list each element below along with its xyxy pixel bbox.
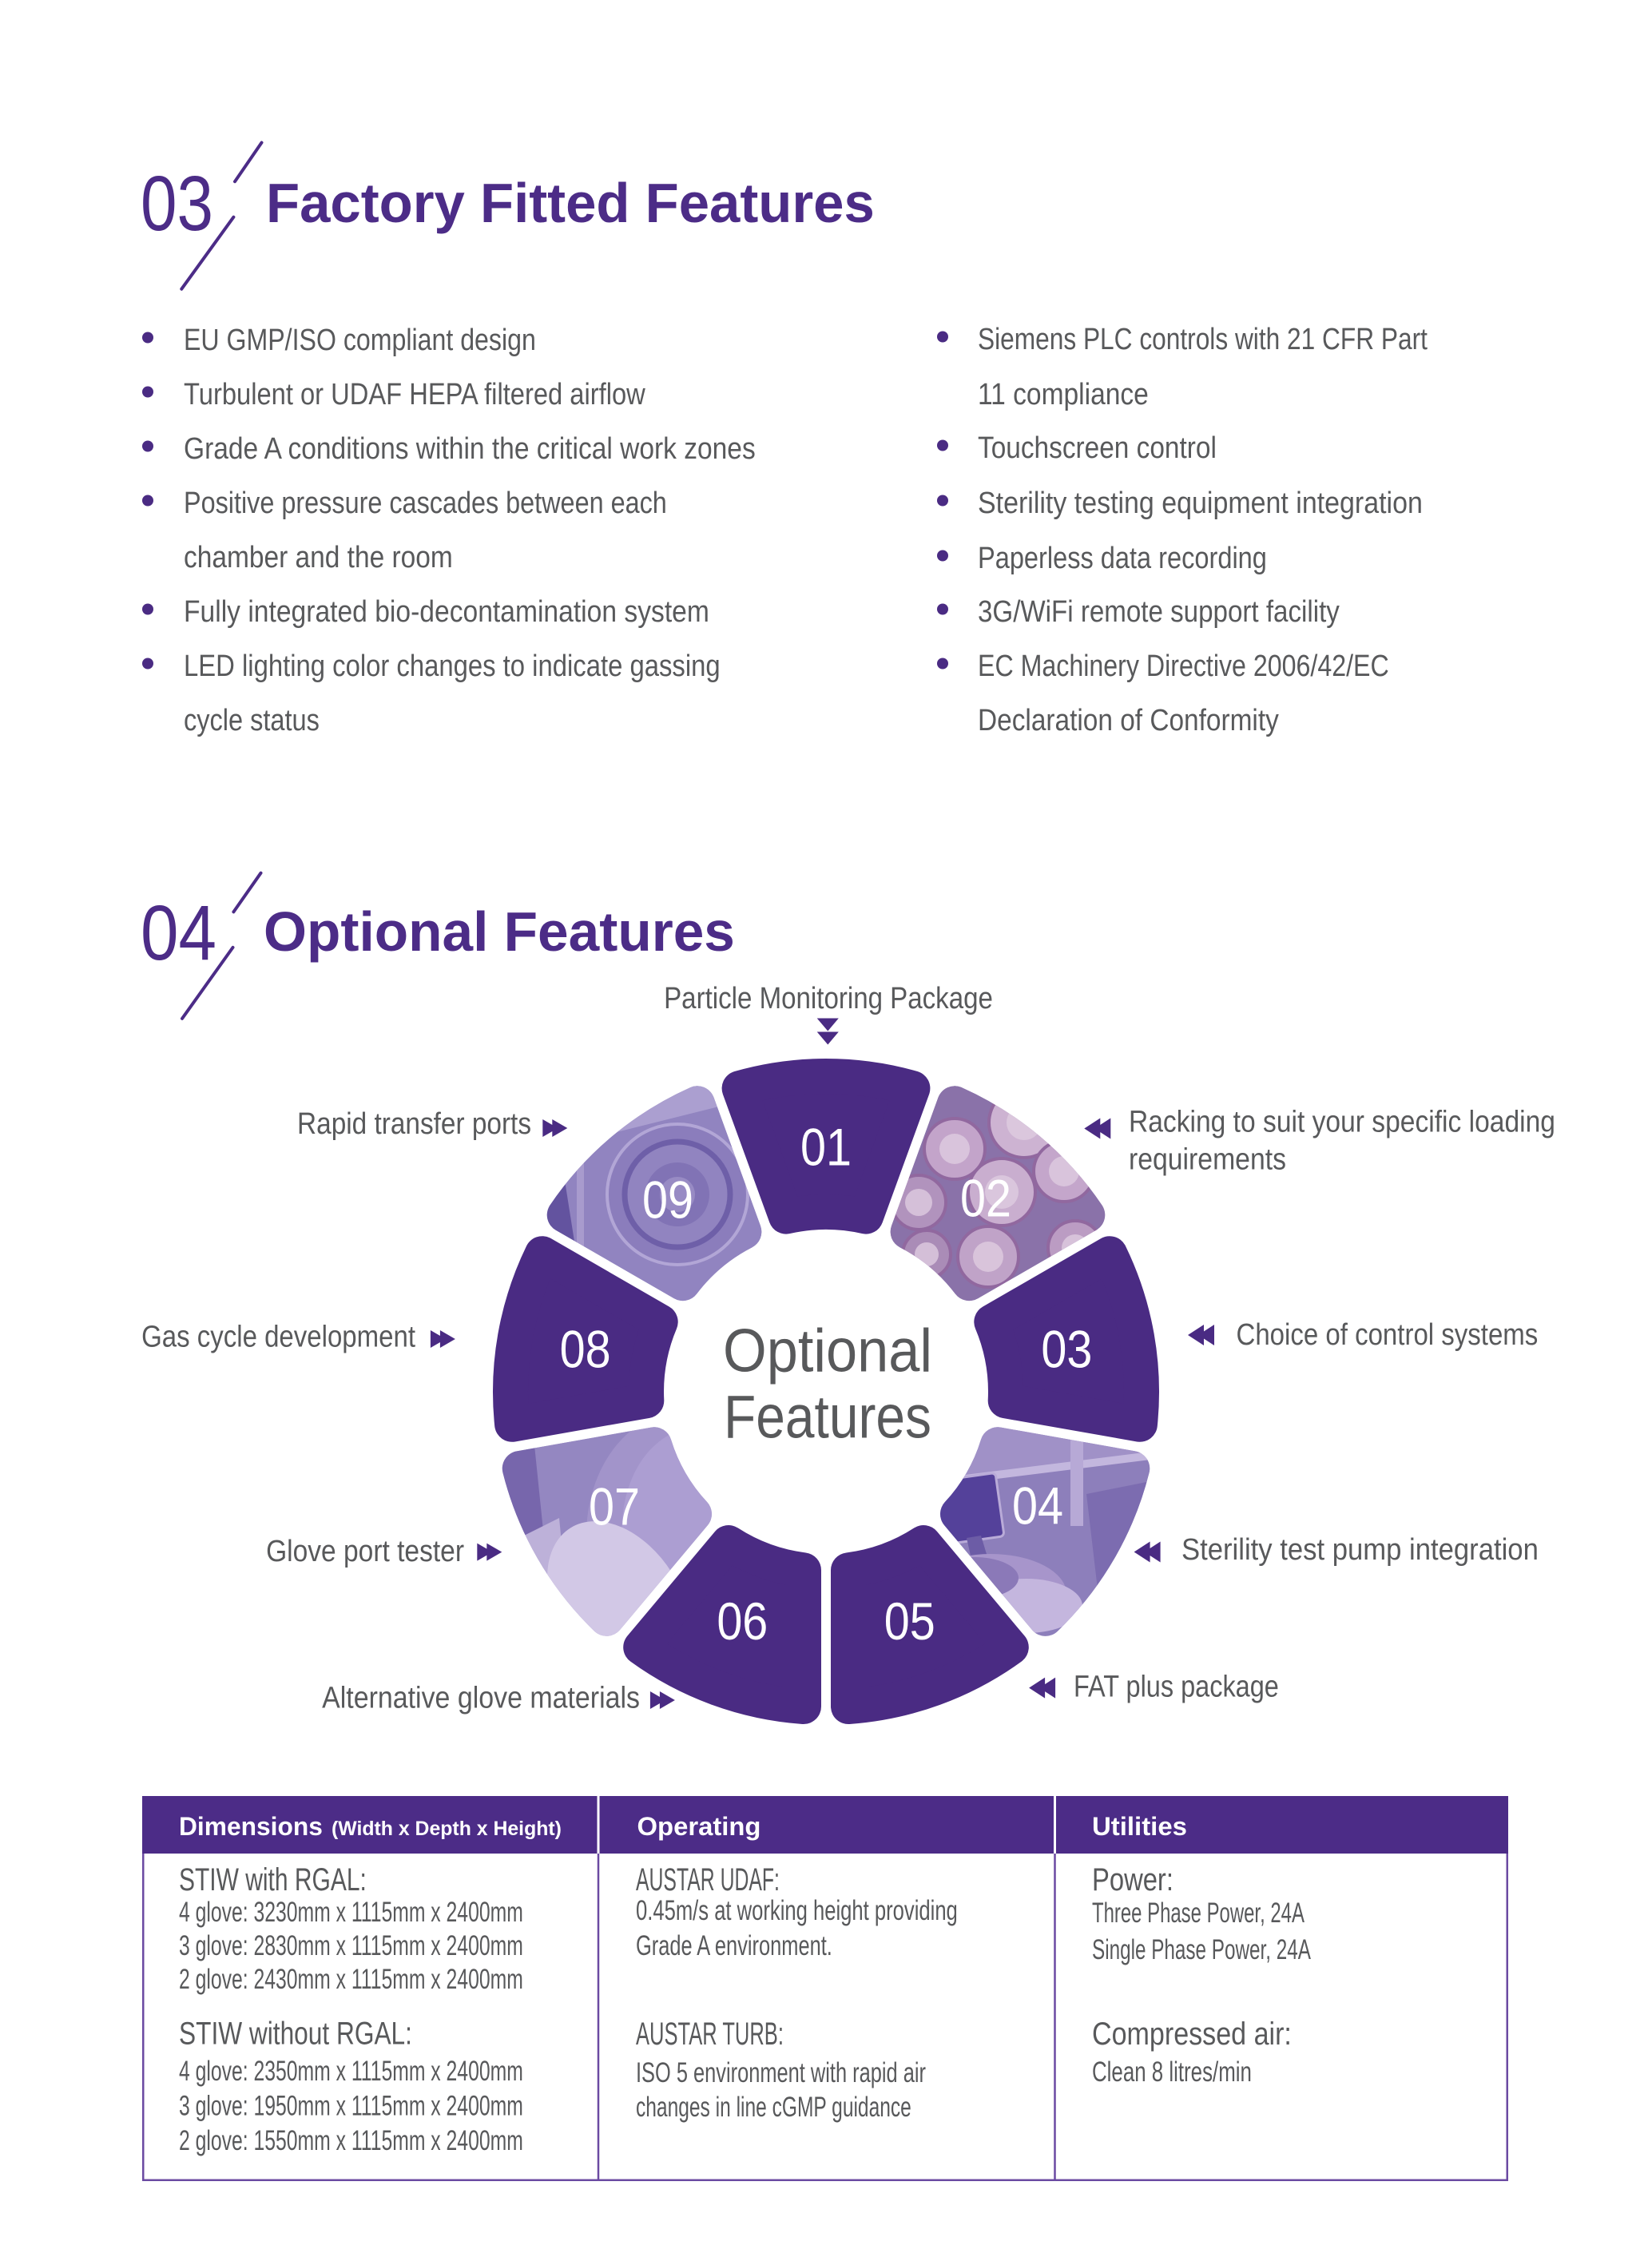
svg-text:Single Phase Power, 24A: Single Phase Power, 24A xyxy=(1092,1935,1312,1965)
svg-text:2 glove: 2430mm x 1115mm x 240: 2 glove: 2430mm x 1115mm x 2400mm xyxy=(179,1965,523,1995)
svg-text:AUSTAR UDAF:: AUSTAR UDAF: xyxy=(636,1862,780,1897)
svg-text:(Width x Depth x Height): (Width x Depth x Height) xyxy=(332,1818,562,1840)
svg-text:3G/WiFi remote support facilit: 3G/WiFi remote support facility xyxy=(978,594,1340,629)
svg-text:3 glove: 2830mm x 1115mm x 240: 3 glove: 2830mm x 1115mm x 2400mm xyxy=(179,1931,523,1961)
svg-text:Compressed air:: Compressed air: xyxy=(1092,2015,1292,2051)
svg-text:07: 07 xyxy=(589,1478,640,1537)
svg-text:Sterility test pump integrati: Sterility test pump integration xyxy=(1181,1532,1539,1566)
svg-text:chamber and the room: chamber and the room xyxy=(184,540,453,574)
svg-text:4 glove: 2350mm x 1115mm x 240: 4 glove: 2350mm x 1115mm x 2400mm xyxy=(179,2056,523,2087)
svg-text:EC Machinery Directive 2006/42: EC Machinery Directive 2006/42/EC xyxy=(978,650,1389,683)
svg-text:Clean 8 litres/min: Clean 8 litres/min xyxy=(1092,2056,1252,2088)
svg-text:Rapid transfer ports: Rapid transfer ports xyxy=(297,1107,531,1141)
svg-text:LED lighting color changes to: LED lighting color changes to indicate g… xyxy=(184,649,721,683)
svg-text:Alternative glove materials: Alternative glove materials xyxy=(322,1680,640,1715)
svg-text:Power:: Power: xyxy=(1092,1862,1173,1897)
svg-text:11 compliance: 11 compliance xyxy=(978,377,1149,411)
svg-text:ISO 5 environment with rapid a: ISO 5 environment with rapid air xyxy=(636,2057,926,2088)
svg-text:09: 09 xyxy=(642,1171,693,1230)
svg-text:Utilities: Utilities xyxy=(1092,1812,1187,1840)
svg-text:Fully integrated bio-decontami: Fully integrated bio-decontamination sys… xyxy=(184,594,709,628)
svg-text:Particle Monitoring Package: Particle Monitoring Package xyxy=(664,981,993,1015)
svg-text:Optional Features: Optional Features xyxy=(264,900,735,963)
svg-text:Three Phase Power, 24A: Three Phase Power, 24A xyxy=(1092,1898,1305,1929)
svg-text:Gas cycle development: Gas cycle development xyxy=(141,1319,415,1353)
svg-text:Glove port tester: Glove port tester xyxy=(266,1534,464,1568)
svg-text:Racking to suit your specific: Racking to suit your specific loading xyxy=(1129,1105,1555,1138)
svg-text:Dimensions: Dimensions xyxy=(179,1812,323,1841)
svg-text:Grade A environment.: Grade A environment. xyxy=(636,1930,832,1961)
svg-text:STIW with RGAL:: STIW with RGAL: xyxy=(179,1862,367,1897)
svg-text:04: 04 xyxy=(1012,1477,1063,1536)
svg-text:requirements: requirements xyxy=(1129,1142,1286,1176)
svg-text:3 glove: 1950mm x 1115mm x 240: 3 glove: 1950mm x 1115mm x 2400mm xyxy=(179,2091,523,2121)
svg-text:Grade A conditions within the: Grade A conditions within the critical w… xyxy=(184,431,756,465)
svg-text:Optional: Optional xyxy=(723,1317,932,1385)
svg-text:Positive pressure cascades bet: Positive pressure cascades between each xyxy=(184,487,667,520)
svg-text:4 glove: 3230mm x 1115mm x 240: 4 glove: 3230mm x 1115mm x 2400mm xyxy=(179,1897,523,1928)
svg-text:STIW without RGAL:: STIW without RGAL: xyxy=(179,2015,412,2051)
svg-text:Paperless data recording: Paperless data recording xyxy=(978,542,1267,575)
svg-text:Factory Fitted Features: Factory Fitted Features xyxy=(266,172,875,235)
svg-text:Declaration of Conformity: Declaration of Conformity xyxy=(978,703,1279,737)
svg-text:AUSTAR TURB:: AUSTAR TURB: xyxy=(636,2017,784,2052)
svg-text:Turbulent or UDAF HEPA filtere: Turbulent or UDAF HEPA filtered airflow xyxy=(184,377,645,411)
svg-text:Touchscreen control: Touchscreen control xyxy=(978,431,1217,464)
svg-text:changes in line cGMP guidance: changes in line cGMP guidance xyxy=(636,2092,911,2123)
svg-text:Features: Features xyxy=(724,1384,931,1451)
svg-text:FAT plus package: FAT plus package xyxy=(1074,1670,1279,1703)
svg-text:03: 03 xyxy=(141,161,213,248)
svg-text:0.45m/s at working height prov: 0.45m/s at working height providing xyxy=(636,1895,958,1926)
svg-text:06: 06 xyxy=(717,1593,768,1652)
svg-text:2 glove: 1550mm x 1115mm x 240: 2 glove: 1550mm x 1115mm x 2400mm xyxy=(179,2126,523,2156)
svg-text:Sterility testing equipment in: Sterility testing equipment integration xyxy=(978,485,1423,519)
svg-text:05: 05 xyxy=(884,1593,935,1652)
svg-text:Siemens PLC controls with 21 C: Siemens PLC controls with 21 CFR Part xyxy=(978,322,1428,356)
svg-text:Choice of control systems: Choice of control systems xyxy=(1237,1317,1539,1352)
svg-text:Operating: Operating xyxy=(637,1812,761,1841)
svg-text:03: 03 xyxy=(1041,1321,1092,1380)
svg-text:08: 08 xyxy=(560,1321,611,1380)
svg-text:EU GMP/ISO compliant design: EU GMP/ISO compliant design xyxy=(184,324,536,357)
svg-text:cycle status: cycle status xyxy=(184,704,320,737)
svg-text:04: 04 xyxy=(141,890,216,976)
svg-text:01: 01 xyxy=(800,1119,852,1178)
svg-text:02: 02 xyxy=(960,1170,1011,1229)
